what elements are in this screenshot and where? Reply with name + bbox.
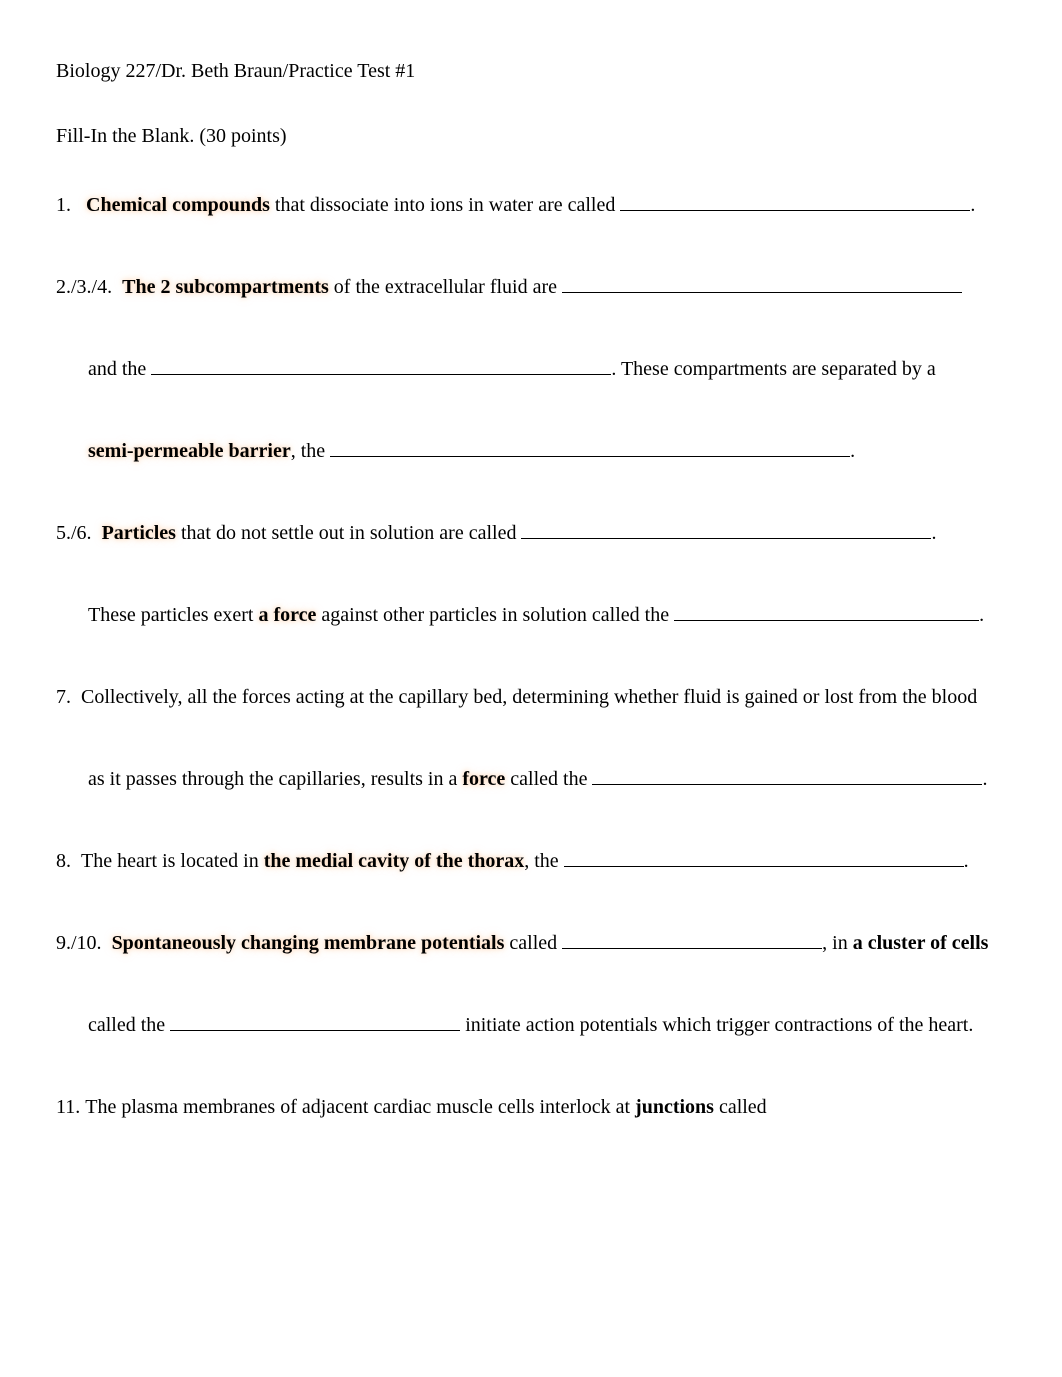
q234-text1: of the extracellular fluid are [329,276,562,298]
question-910: 9./10. Spontaneously changing membrane p… [56,928,1006,1040]
q910-bold1: Spontaneously changing membrane potentia… [112,932,505,954]
q8-bold: the medial cavity of the thorax [264,850,525,872]
q7-text1: Collectively, all the forces acting at t… [81,686,977,708]
q7-blank [592,765,982,785]
q234-num: 2./3./4. [56,276,112,298]
q7-num: 7. [56,686,71,708]
q56-line2-mid: against other particles in solution call… [316,604,674,626]
q56-text1: that do not settle out in solution are c… [176,522,521,544]
q910-text2: , in [822,932,853,954]
q234-blank1 [562,273,962,293]
q56-bold2: a force [258,604,316,626]
q8-end: . [964,850,969,872]
q56-line2-pre: These particles exert [88,604,258,626]
q11-text2: called [714,1096,767,1118]
q1-num: 1. [56,194,71,216]
q8-text2: , the [524,850,563,872]
q910-num: 9./10. [56,932,102,954]
q910-line2-pre: called the [88,1014,170,1036]
q1-blank [620,191,970,211]
q234-line2-pre: and the [88,358,151,380]
question-234: 2./3./4. The 2 subcompartments of the ex… [56,272,1006,466]
q56-blank2 [674,601,979,621]
q1-text: that dissociate into ions in water are c… [270,194,620,216]
q8-num: 8. [56,850,71,872]
q234-line2-post: . These compartments are separated by a [611,358,936,380]
q7-line2-pre: as it passes through the capillaries, re… [88,768,462,790]
question-8: 8. The heart is located in the medial ca… [56,846,1006,876]
q56-blank1 [521,519,931,539]
q234-blank3 [330,437,850,457]
q8-text: The heart is located in [81,850,264,872]
q8-blank [564,847,964,867]
document-header: Biology 227/Dr. Beth Braun/Practice Test… [56,60,1006,83]
q910-line2-post: initiate action potentials which trigger… [460,1014,973,1036]
q910-bold2: a cluster of cells [853,932,989,954]
q56-end1: . [931,522,936,544]
q234-line3-end: . [850,440,855,462]
q7-end: . [982,768,987,790]
q234-bold2: semi-permeable barrier [88,440,291,462]
q234-blank2 [151,355,611,375]
q910-blank2 [170,1011,460,1031]
q11-num: 11. [56,1096,80,1118]
question-11: 11. The plasma membranes of adjacent car… [56,1092,1006,1122]
q1-end: . [970,194,975,216]
question-56: 5./6. Particles that do not settle out i… [56,518,1006,630]
q7-bold: force [462,768,505,790]
section-title: Fill-In the Blank. (30 points) [56,125,1006,148]
q234-bold1: The 2 subcompartments [122,276,329,298]
q56-end2: . [979,604,984,626]
q56-bold: Particles [102,522,176,544]
q910-blank1 [562,929,822,949]
question-7: 7. Collectively, all the forces acting a… [56,682,1006,794]
q11-text1: The plasma membranes of adjacent cardiac… [85,1096,635,1118]
q1-bold: Chemical compounds [86,194,270,216]
q234-line3-text: , the [291,440,330,462]
q910-text1: called [504,932,562,954]
q11-bold: junctions [635,1096,714,1118]
q56-num: 5./6. [56,522,92,544]
q7-line2-mid: called the [505,768,592,790]
question-1: 1. Chemical compounds that dissociate in… [56,190,1006,220]
